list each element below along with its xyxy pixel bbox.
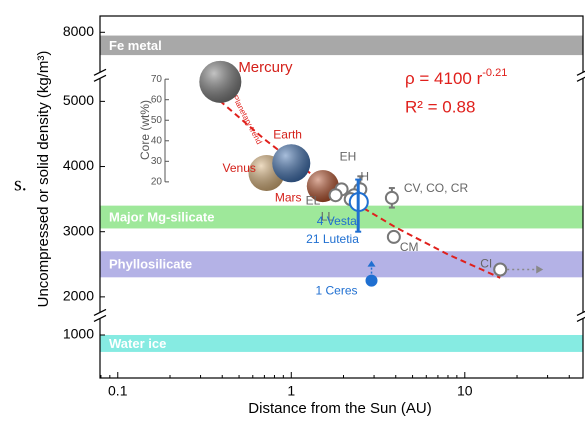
point-label: Venus [223, 161, 256, 175]
meteorite-point [388, 231, 400, 243]
point-label: CV, CO, CR [404, 181, 469, 195]
point-label: 4 Vesta [317, 214, 357, 228]
planet-shade [272, 144, 310, 182]
y-axis-label: Uncompressed or solid density (kg/m³) [35, 51, 52, 308]
inset-axis-label: Core (wt%) [138, 100, 152, 160]
y-tick-label: 5000 [63, 92, 94, 108]
point-label: Earth [273, 127, 302, 141]
planet-shade [199, 61, 241, 103]
point-label: 1 Ceres [316, 284, 358, 298]
y-tick-label: 8000 [63, 23, 94, 39]
equation: ρ = 4100 r-0.21 [405, 67, 507, 89]
inset-tick-label: 70 [151, 74, 163, 85]
equation-exponent: -0.21 [482, 67, 507, 79]
inset-tick-label: 50 [151, 115, 163, 126]
y-tick-label: 1000 [63, 326, 94, 342]
y-tick-label: 2000 [63, 288, 94, 304]
asteroid-point [367, 276, 377, 286]
meteorite-point [330, 189, 342, 201]
inset-tick-label: 20 [151, 177, 163, 188]
inset-trend-label: Planetary trend [230, 94, 263, 146]
fragment: s. [14, 174, 27, 196]
axis-break-gap [94, 72, 106, 78]
inset-tick-label: 40 [151, 135, 163, 146]
point-label: EH [340, 150, 357, 164]
band-label: Phyllosilicate [109, 257, 192, 272]
band [100, 335, 583, 352]
meteorite-point [386, 192, 398, 204]
band-label: Water ice [109, 336, 166, 351]
band [100, 36, 583, 56]
band-label: Fe metal [109, 38, 162, 53]
x-tick-label: 0.1 [108, 383, 128, 399]
point-label: CI [480, 257, 492, 271]
point-label: Mercury [238, 59, 293, 76]
inset-tick-label: 30 [151, 156, 163, 167]
point-label: EL [306, 193, 321, 207]
point-label: 21 Lutetia [306, 232, 359, 246]
point-label: CM [400, 240, 419, 254]
meteorite-point [494, 263, 506, 275]
x-axis-label: Distance from the Sun (AU) [248, 400, 431, 417]
equation-base: ρ = 4100 r [405, 69, 483, 88]
x-tick-label: 10 [457, 383, 473, 399]
y-tick-label: 4000 [63, 157, 94, 173]
y-tick-label: 3000 [63, 222, 94, 238]
chart: s. Fe metal Major Mg-silicate Phyllosilica… [0, 0, 585, 427]
inset-tick-label: 60 [151, 94, 163, 105]
point-label: Mars [275, 190, 302, 204]
page: s. Fe metal Major Mg-silicate Phyllosilica… [0, 0, 585, 432]
x-tick-label: 1 [287, 383, 295, 399]
point-label: H [360, 170, 369, 184]
r-squared: R² = 0.88 [405, 97, 475, 116]
band-label: Major Mg-silicate [109, 209, 214, 224]
axis-break-gap [94, 312, 106, 318]
